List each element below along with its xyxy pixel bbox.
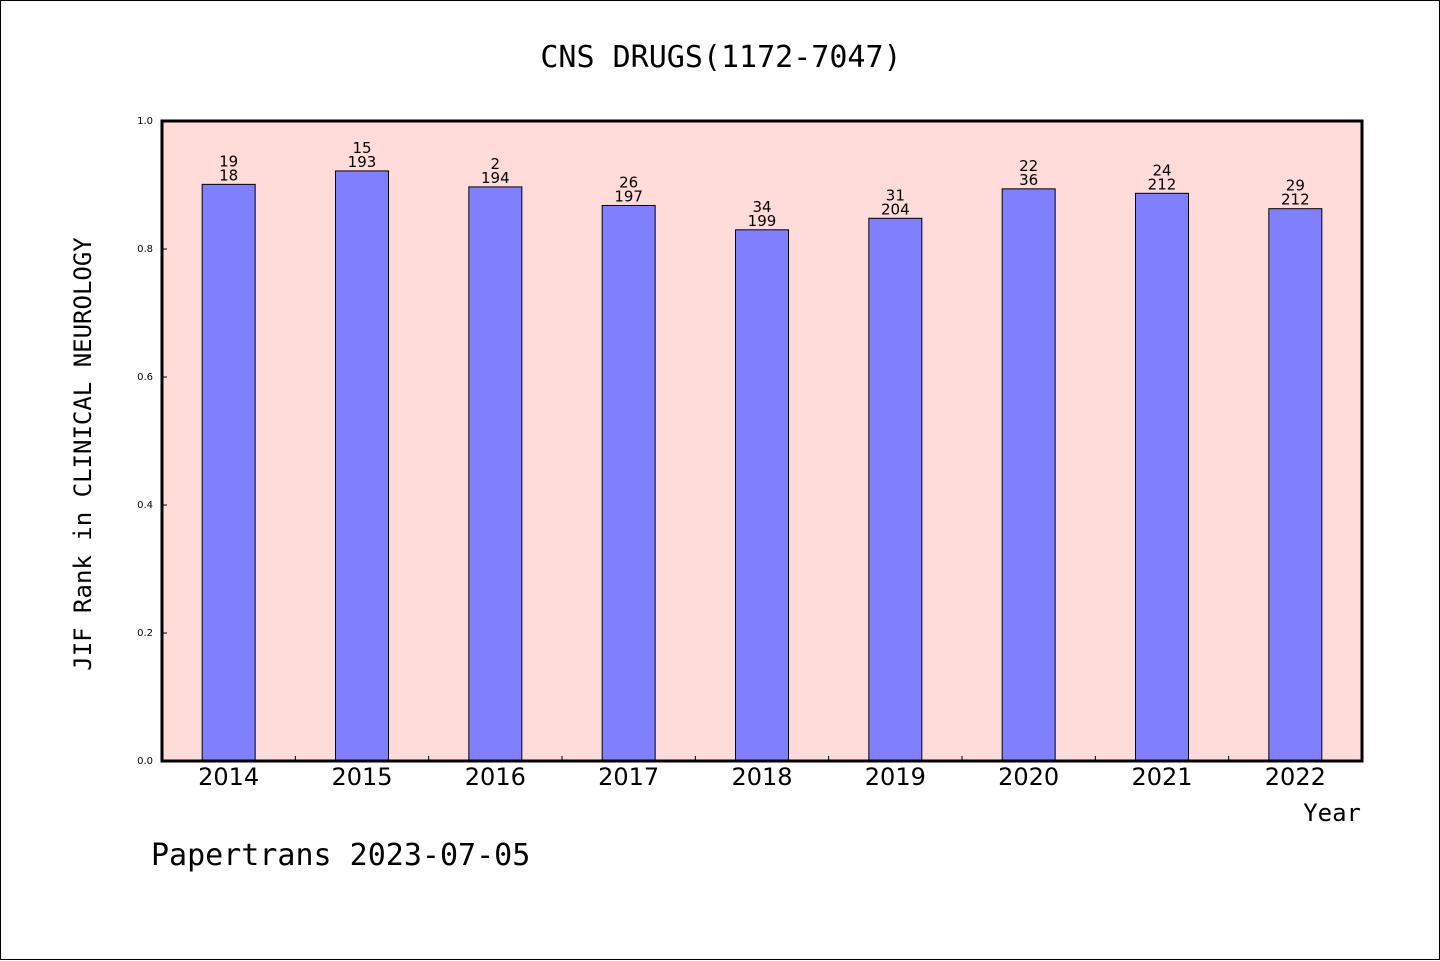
y-tick-label-0.2: 0.2 — [137, 628, 153, 639]
x-tick-label-2016: 2016 — [465, 763, 526, 791]
bar-total-label-2020: 36 — [1019, 171, 1038, 189]
bar-total-label-2021: 212 — [1148, 175, 1177, 193]
y-axis-label: JIF Rank in CLINICAL NEUROLOGY — [69, 237, 97, 671]
bar-total-label-2015: 193 — [348, 153, 377, 171]
bar-2014 — [201, 183, 256, 762]
x-tick-label-2015: 2015 — [331, 763, 392, 791]
y-tick-label-0.6: 0.6 — [137, 372, 153, 383]
plot-border — [160, 119, 1364, 763]
x-tick-label-2017: 2017 — [598, 763, 659, 791]
bar-total-label-2014: 18 — [219, 166, 238, 184]
bar-2017 — [601, 204, 656, 762]
chart-title: CNS DRUGS(1172-7047) — [540, 40, 901, 75]
x-tick-label-2020: 2020 — [998, 763, 1059, 791]
x-axis-ticks: 2014 2015 2016 2017 2018 2019 2020 2021 2022 — [198, 756, 1326, 791]
bar-2019 — [868, 217, 923, 762]
bars-layer — [201, 170, 1323, 762]
footer-watermark: Papertrans 2023-07-05 — [151, 838, 530, 873]
bar-rank-label-2018: 34 — [752, 198, 771, 216]
bar-rank-label-2014: 19 — [219, 152, 238, 170]
x-tick-label-2014: 2014 — [198, 763, 259, 791]
bar-rank-label-2016: 2 — [491, 155, 501, 173]
bar-2016 — [468, 186, 523, 762]
x-axis-label: Year — [1303, 799, 1361, 827]
bar-2015 — [335, 170, 389, 762]
bar-total-label-2018: 199 — [748, 212, 777, 230]
bar-rank-label-2021: 24 — [1152, 161, 1171, 179]
bar-2018 — [735, 229, 789, 762]
bar-total-label-2022: 212 — [1281, 191, 1310, 209]
bar-rank-label-2015: 15 — [352, 139, 371, 157]
bar-rank-label-2022: 29 — [1286, 177, 1305, 195]
bar-total-label-2017: 197 — [614, 187, 643, 205]
y-axis-ticks: 0.0 0.2 0.4 0.6 0.8 1.0 — [137, 116, 167, 767]
bar-rank-label-2017: 26 — [619, 173, 638, 191]
bar-2020 — [1001, 188, 1056, 762]
bar-rank-label-2020: 22 — [1019, 157, 1038, 175]
y-tick-label-0.0: 0.0 — [137, 756, 153, 767]
y-tick-label-0.4: 0.4 — [137, 500, 153, 511]
bar-total-label-2019: 204 — [881, 200, 910, 218]
bar-2021 — [1135, 192, 1189, 762]
x-tick-label-2021: 2021 — [1131, 763, 1192, 791]
x-tick-label-2022: 2022 — [1265, 763, 1326, 791]
y-tick-label-0.8: 0.8 — [137, 244, 153, 255]
x-tick-label-2019: 2019 — [865, 763, 926, 791]
bar-2022 — [1268, 208, 1323, 762]
bar-total-label-2016: 194 — [481, 169, 510, 187]
bar-rank-label-2019: 31 — [886, 186, 905, 204]
y-tick-label-1.0: 1.0 — [137, 116, 153, 127]
x-tick-label-2018: 2018 — [731, 763, 792, 791]
